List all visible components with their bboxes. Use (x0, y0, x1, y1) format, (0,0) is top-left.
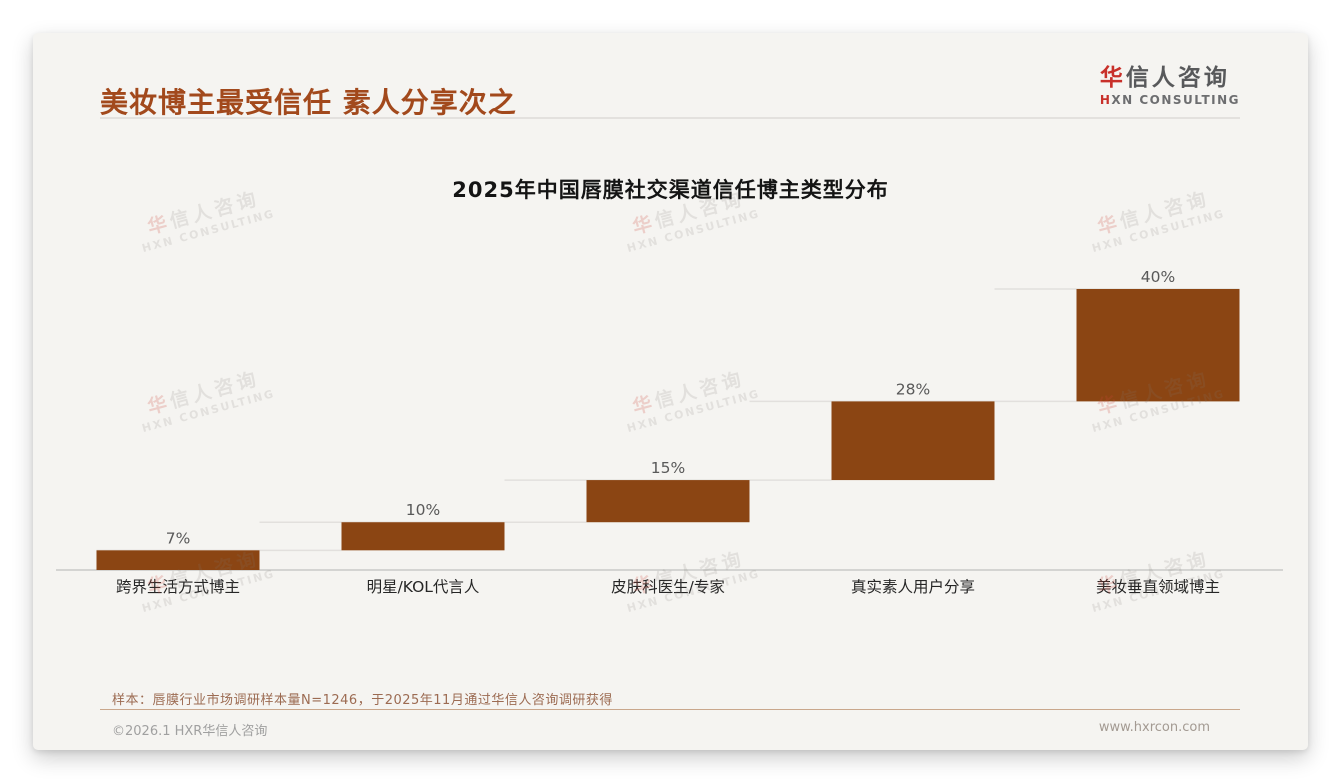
waterfall-bar (96, 550, 260, 570)
bar-value-label: 15% (651, 459, 685, 477)
footer-copyright: ©2026.1 HXR华信人咨询 (112, 724, 268, 739)
waterfall-bar (586, 480, 750, 523)
x-axis-category-label: 真实素人用户分享 (851, 578, 975, 596)
x-axis-category-label: 皮肤科医生/专家 (611, 578, 725, 596)
logo-chinese-name: 华信人咨询 (1100, 63, 1240, 93)
company-logo: 华信人咨询 HXN CONSULTING (1100, 63, 1240, 108)
header-divider (100, 117, 1240, 119)
page-title: 美妆博主最受信任 素人分享次之 (100, 86, 517, 119)
source-footnote: 样本：唇膜行业市场调研样本量N=1246，于2025年11月通过华信人咨询调研获… (112, 693, 613, 708)
logo-english-name: HXN CONSULTING (1100, 93, 1240, 108)
waterfall-bar (831, 401, 995, 481)
bar-value-label: 40% (1141, 268, 1175, 286)
logo-cn-rest: 信人咨询 (1125, 65, 1230, 91)
bar-value-label: 10% (406, 501, 440, 519)
waterfall-bar (1076, 289, 1240, 402)
x-axis-category-label: 跨界生活方式博主 (116, 578, 240, 596)
waterfall-chart: 7% 跨界生活方式博主 10% 明星/KOL代言人 15% 皮肤科医生/专家 28% 真实素人… (56, 268, 1283, 596)
footer-website: www.hxrcon.com (1098, 720, 1210, 735)
slide-card: 美妆博主最受信任 素人分享次之 华信人咨询 HXN CONSULTING 202… (33, 33, 1308, 750)
waterfall-bar (341, 522, 505, 551)
logo-en-accent: H (1099, 93, 1112, 107)
footnote-divider (100, 709, 1240, 710)
bar-value-label: 7% (166, 529, 191, 547)
logo-en-rest: XN CONSULTING (1111, 93, 1240, 107)
x-axis-category-label: 明星/KOL代言人 (367, 578, 480, 596)
bar-value-label: 28% (896, 380, 930, 398)
logo-cn-accent: 华 (1099, 65, 1126, 91)
chart-title: 2025年中国唇膜社交渠道信任博主类型分布 (452, 178, 889, 202)
x-axis-category-label: 美妆垂直领域博主 (1096, 578, 1220, 596)
